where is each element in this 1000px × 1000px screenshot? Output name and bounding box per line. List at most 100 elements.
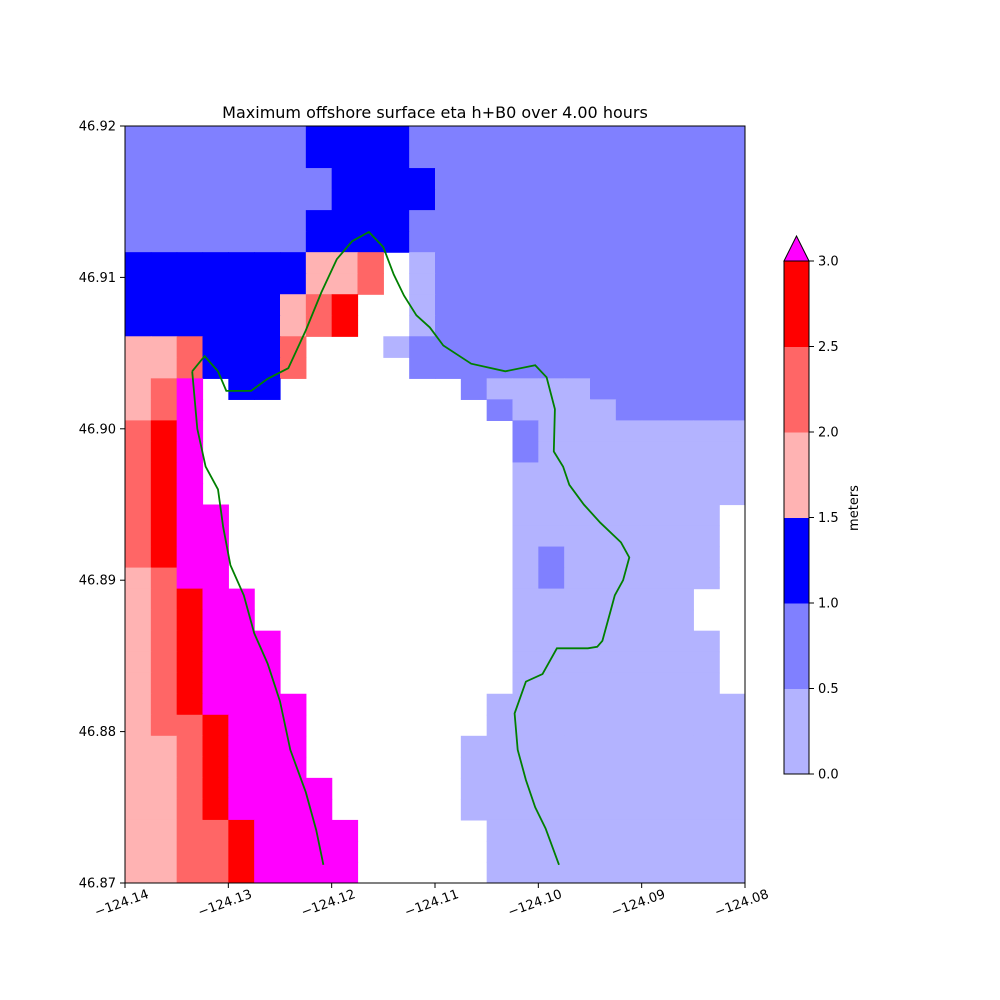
- heatmap-cell: [667, 693, 694, 716]
- heatmap-cell: [590, 336, 617, 358]
- heatmap-cell: [176, 168, 204, 190]
- heatmap-cell: [150, 231, 178, 253]
- heatmap-cell: [280, 357, 307, 379]
- heatmap-cell: [590, 756, 617, 779]
- heatmap-cell: [331, 231, 359, 253]
- heatmap-cell: [745, 820, 771, 842]
- heatmap-cell: [693, 420, 720, 443]
- heatmap-cell: [305, 819, 333, 842]
- heatmap-cell: [538, 777, 565, 800]
- colorbar-tick-label: 2.0: [818, 426, 839, 441]
- heatmap-cell: [719, 252, 745, 274]
- heatmap-cell: [667, 840, 694, 863]
- heatmap-cell: [254, 126, 281, 148]
- heatmap-cell: [150, 861, 178, 883]
- heatmap-cell: [331, 189, 359, 211]
- heatmap-cell: [693, 819, 720, 842]
- heatmap-cell: [693, 504, 720, 527]
- heatmap-cell: [667, 462, 694, 485]
- x-tick-label: −124.09: [609, 887, 667, 920]
- heatmap-cell: [150, 840, 178, 863]
- heatmap-cell: [305, 147, 333, 169]
- heatmap-cell: [719, 441, 745, 464]
- heatmap-cell: [486, 294, 514, 316]
- heatmap-cell: [202, 735, 229, 758]
- heatmap-cell: [125, 840, 152, 863]
- heatmap-cell: [564, 840, 591, 863]
- heatmap-cell: [383, 126, 410, 148]
- heatmap-cell: [771, 820, 797, 842]
- heatmap-cell: [280, 147, 307, 169]
- heatmap-cell: [305, 252, 333, 274]
- heatmap-cell: [460, 189, 488, 211]
- heatmap-cell: [615, 609, 643, 632]
- heatmap-cell: [176, 546, 204, 569]
- heatmap-cell: [331, 168, 359, 190]
- heatmap-cell: [590, 483, 617, 506]
- heatmap-cell: [745, 168, 771, 190]
- heatmap-cell: [512, 651, 539, 674]
- heatmap-cell: [150, 126, 178, 148]
- heatmap-cell: [435, 273, 462, 295]
- heatmap-cell: [641, 672, 669, 695]
- heatmap-cell: [280, 693, 307, 716]
- heatmap-cell: [641, 504, 669, 527]
- heatmap-cell: [254, 756, 281, 779]
- heatmap-cell: [667, 777, 694, 800]
- heatmap-cell: [538, 483, 565, 506]
- heatmap-cell: [125, 357, 152, 379]
- heatmap-cell: [745, 273, 771, 295]
- x-tick-label: −124.10: [506, 887, 564, 920]
- heatmap-cell: [176, 567, 204, 590]
- heatmap-cell: [693, 861, 720, 883]
- heatmap-cell: [667, 651, 694, 674]
- heatmap-cell: [254, 714, 281, 737]
- heatmap-cell: [202, 651, 229, 674]
- heatmap-cell: [254, 777, 281, 800]
- heatmap-cell: [745, 757, 771, 779]
- heatmap-cell: [641, 588, 669, 611]
- heatmap-cell: [564, 126, 591, 148]
- heatmap-cell: [125, 294, 152, 316]
- heatmap-cell: [280, 819, 307, 842]
- colorbar-tick-label: 3.0: [818, 255, 839, 270]
- heatmap-cell: [254, 168, 281, 190]
- heatmap-cell: [641, 147, 669, 169]
- heatmap-cell: [383, 189, 410, 211]
- heatmap-cell: [409, 252, 436, 274]
- heatmap-cell: [176, 756, 204, 779]
- x-tick-label: −124.12: [299, 887, 357, 920]
- heatmap-cell: [538, 378, 565, 400]
- x-axis: −124.14 −124.13 −124.12 −124.11 −124.10 −124.…: [93, 883, 771, 920]
- heatmap-cell: [590, 525, 617, 548]
- colorbar-extend-arrow: [783, 234, 810, 262]
- heatmap-cell: [331, 294, 359, 316]
- heatmap-cell: [228, 126, 255, 148]
- heatmap-cell: [538, 525, 565, 548]
- y-axis: 46.87 46.88 46.89 46.90 46.91 46.92: [79, 120, 125, 892]
- heatmap-cell: [641, 462, 669, 485]
- heatmap-cell: [590, 147, 617, 169]
- heatmap-cell: [202, 126, 229, 148]
- heatmap-cell: [150, 777, 178, 800]
- heatmap-cell: [460, 756, 488, 779]
- heatmap-cell: [357, 252, 384, 274]
- heatmap-cell: [693, 147, 720, 169]
- heatmap-cell: [254, 357, 281, 379]
- heatmap-cell: [150, 399, 178, 421]
- heatmap-cell: [771, 799, 797, 821]
- heatmap-cell: [641, 336, 669, 358]
- heatmap-cell: [615, 714, 643, 737]
- heatmap-cell: [357, 126, 384, 148]
- heatmap-cell: [590, 798, 617, 821]
- heatmap-cell: [745, 126, 771, 148]
- heatmap-cell: [202, 630, 229, 653]
- heatmap-cell: [615, 630, 643, 653]
- heatmap-cell: [641, 798, 669, 821]
- heatmap-cell: [693, 168, 720, 190]
- heatmap-cell: [590, 252, 617, 274]
- heatmap-cell: [305, 840, 333, 863]
- heatmap-cell: [693, 378, 720, 400]
- heatmap-cell: [641, 777, 669, 800]
- heatmap-cell: [512, 273, 539, 295]
